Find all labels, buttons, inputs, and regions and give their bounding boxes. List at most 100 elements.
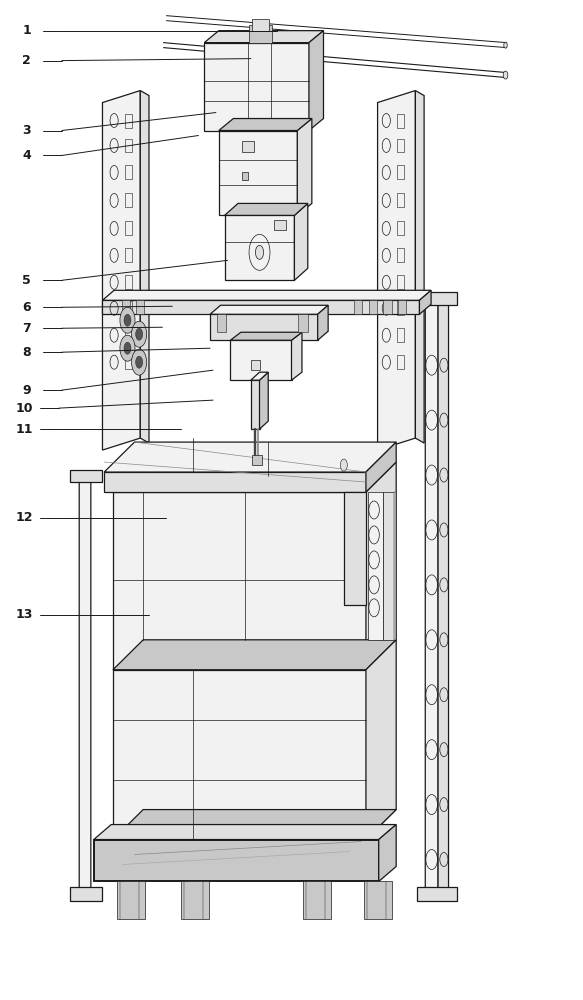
Circle shape [124,314,131,326]
Polygon shape [224,203,308,215]
Bar [217,314,226,332]
Bar [397,355,405,369]
Text: 3: 3 [23,124,31,137]
Polygon shape [230,332,302,340]
Bar [122,300,130,314]
Polygon shape [318,305,328,340]
Circle shape [255,245,264,259]
Polygon shape [71,887,103,901]
Bar [125,355,132,369]
Bar [397,328,405,342]
Bar [117,881,145,919]
Bar [125,301,132,315]
Polygon shape [419,290,431,314]
Polygon shape [71,470,103,482]
Polygon shape [94,825,396,840]
Circle shape [120,307,135,333]
Bar [242,140,254,152]
Text: 12: 12 [15,511,33,524]
Bar [398,300,406,314]
Bar [252,19,269,31]
Circle shape [124,342,131,354]
Polygon shape [366,442,396,492]
Polygon shape [292,332,302,380]
Text: 8: 8 [23,346,31,359]
Bar [125,275,132,289]
Circle shape [503,71,508,79]
Bar [125,328,132,342]
Bar [397,165,405,179]
Bar [397,301,405,315]
Bar [242,172,248,180]
Polygon shape [113,640,396,670]
Text: 2: 2 [23,54,31,67]
Polygon shape [224,215,294,280]
Bar [397,139,405,152]
Polygon shape [344,492,366,605]
Polygon shape [366,640,396,840]
Polygon shape [416,887,457,901]
Polygon shape [103,300,419,314]
Bar [274,220,286,230]
Bar [397,193,405,207]
Bar [251,360,259,370]
Polygon shape [366,462,396,670]
Polygon shape [219,119,312,131]
Polygon shape [309,31,324,131]
Polygon shape [94,840,379,881]
Bar [125,139,132,152]
Bar [369,300,377,314]
Text: 6: 6 [23,301,31,314]
Polygon shape [113,492,366,670]
Bar [397,221,405,235]
Polygon shape [259,372,268,429]
Text: 5: 5 [23,274,31,287]
Polygon shape [294,203,308,280]
Polygon shape [438,297,448,898]
Bar [125,221,132,235]
Polygon shape [378,91,415,450]
Bar [364,881,392,919]
Polygon shape [103,91,141,450]
Bar [394,492,396,640]
Polygon shape [141,91,149,443]
Polygon shape [251,380,259,429]
Bar [397,248,405,262]
Circle shape [136,356,143,368]
Text: 9: 9 [23,384,31,397]
Circle shape [136,328,143,340]
Bar [125,193,132,207]
Polygon shape [204,31,324,43]
Text: 1: 1 [23,24,31,37]
Polygon shape [251,372,268,380]
Bar [303,881,331,919]
Bar [136,300,145,314]
Polygon shape [113,670,366,840]
Bar [252,455,262,465]
Circle shape [120,335,135,361]
Bar [249,25,272,43]
Polygon shape [297,119,312,215]
Polygon shape [219,131,297,215]
Circle shape [132,321,147,347]
Circle shape [340,459,347,471]
Bar [181,881,209,919]
Polygon shape [113,810,396,840]
Bar [125,165,132,179]
Text: 10: 10 [15,402,33,415]
Polygon shape [425,297,438,901]
Polygon shape [210,314,318,340]
Bar [368,492,383,640]
Polygon shape [104,442,396,472]
Bar [397,275,405,289]
Bar [125,114,132,128]
Polygon shape [210,305,328,314]
Bar [397,114,405,128]
Polygon shape [204,43,309,131]
Bar [354,300,363,314]
Text: 4: 4 [23,149,31,162]
Text: 7: 7 [23,322,31,335]
Circle shape [504,42,507,48]
Polygon shape [379,825,396,881]
Polygon shape [415,91,424,443]
